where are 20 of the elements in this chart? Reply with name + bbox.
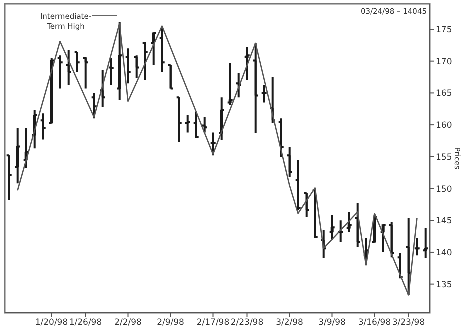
- x-tick-label: 1/20/98: [35, 318, 68, 328]
- y-tick-label: 145: [436, 216, 452, 227]
- x-tick-label: 1/26/98: [69, 318, 102, 328]
- x-tick-label: 3/23/98: [392, 318, 426, 328]
- y-tick-label: 140: [436, 248, 452, 258]
- x-tick-label: 3/2/98: [276, 318, 304, 328]
- y-tick-label: 175: [436, 26, 452, 36]
- x-tick-label: 2/17/98: [196, 318, 230, 328]
- y-tick-label: 135: [436, 280, 452, 290]
- y-tick-label: 150: [436, 184, 452, 195]
- y-tick-label: 170: [436, 57, 452, 68]
- x-tick-label: 3/16/98: [358, 318, 392, 328]
- line-series: [17, 23, 418, 296]
- x-tick-label: 2/23/98: [230, 318, 264, 328]
- y-tick-label: 155: [436, 152, 452, 163]
- y-tick-label: 160: [436, 121, 452, 132]
- x-tick-label: 2/9/98: [157, 318, 184, 328]
- x-tick-label: 3/9/98: [318, 318, 346, 328]
- x-tick-label: 2/2/98: [114, 318, 142, 328]
- y-tick-label: 165: [436, 89, 452, 100]
